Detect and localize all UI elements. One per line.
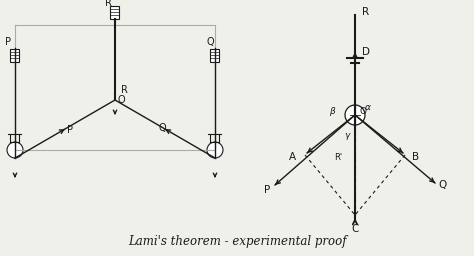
Text: P: P bbox=[5, 37, 11, 47]
Text: Q: Q bbox=[206, 37, 214, 47]
Text: P: P bbox=[67, 125, 73, 135]
Text: R: R bbox=[105, 0, 111, 8]
Text: Q: Q bbox=[158, 123, 166, 133]
Text: C: C bbox=[351, 224, 359, 234]
Text: Q: Q bbox=[438, 180, 446, 190]
Text: R': R' bbox=[334, 154, 342, 163]
Text: R: R bbox=[362, 7, 369, 17]
Text: γ: γ bbox=[345, 131, 350, 140]
Circle shape bbox=[207, 142, 223, 158]
Text: Lami's theorem - experimental proof: Lami's theorem - experimental proof bbox=[128, 235, 346, 248]
Text: α: α bbox=[365, 103, 371, 112]
Bar bbox=[110, 5, 119, 18]
Circle shape bbox=[7, 142, 23, 158]
Text: R: R bbox=[121, 85, 128, 95]
Bar bbox=[10, 48, 19, 61]
Text: O: O bbox=[360, 108, 367, 116]
Text: B: B bbox=[412, 152, 419, 162]
Text: P: P bbox=[264, 185, 270, 195]
Bar bbox=[210, 48, 219, 61]
Circle shape bbox=[345, 105, 365, 125]
Text: A: A bbox=[289, 152, 296, 162]
Text: D: D bbox=[362, 47, 370, 57]
Text: O: O bbox=[118, 95, 126, 105]
Text: β: β bbox=[329, 108, 335, 116]
